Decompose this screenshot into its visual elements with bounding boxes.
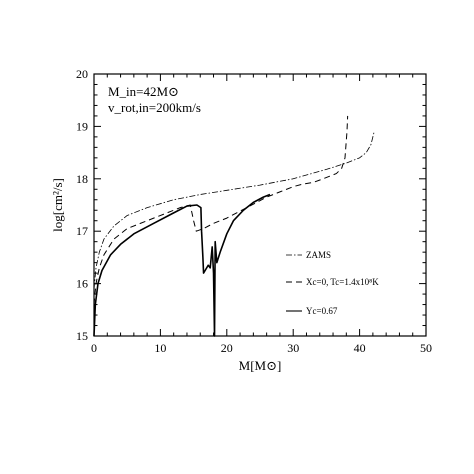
series-line-1 <box>93 131 375 289</box>
y-tick-label: 20 <box>76 67 88 81</box>
x-tick-label: 20 <box>221 341 233 355</box>
legend-label-2: Xc=0, Tc=1.4x10⁸K <box>306 277 379 287</box>
x-tick-label: 50 <box>420 341 432 355</box>
tick-labels: 0 10 20 30 40 50 15 16 17 18 19 20 <box>76 67 432 355</box>
series-layer <box>93 115 375 337</box>
annotation-velocity: v_rot,in=200km/s <box>108 100 201 115</box>
series-line-3 <box>93 193 271 337</box>
plot-frame <box>93 73 427 337</box>
legend-label-1: ZAMS <box>306 250 331 260</box>
y-tick-label: 17 <box>76 224 88 238</box>
legend-label-3: Yc=0.67 <box>306 306 338 316</box>
x-tick-label: 30 <box>287 341 299 355</box>
y-tick-label: 15 <box>76 329 88 343</box>
x-tick-label: 40 <box>354 341 366 355</box>
y-tick-label: 19 <box>76 119 88 133</box>
y-tick-label: 18 <box>76 172 88 186</box>
y-tick-label: 16 <box>76 277 88 291</box>
legend: ZAMS Xc=0, Tc=1.4x10⁸K Yc=0.67 <box>286 250 379 316</box>
axis-ticks <box>93 73 427 337</box>
x-tick-label: 10 <box>154 341 166 355</box>
x-tick-label: 0 <box>91 341 97 355</box>
y-axis-label: log[cm²/s] <box>50 178 65 232</box>
annotation-mass: M_in=42M⊙ <box>108 84 179 99</box>
x-axis-label: M[M⊙] <box>239 358 282 373</box>
